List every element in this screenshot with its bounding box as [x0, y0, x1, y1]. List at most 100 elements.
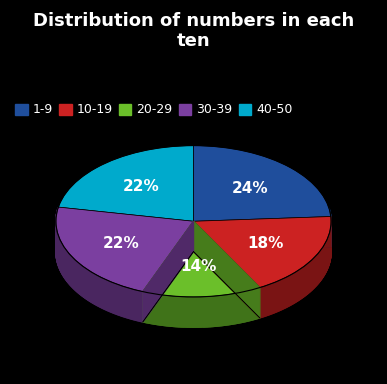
Polygon shape: [139, 291, 140, 321]
Polygon shape: [93, 273, 94, 304]
Polygon shape: [301, 268, 302, 299]
Polygon shape: [78, 263, 79, 293]
Polygon shape: [303, 266, 304, 297]
Polygon shape: [100, 277, 101, 308]
Polygon shape: [259, 288, 260, 318]
Polygon shape: [181, 297, 182, 327]
Polygon shape: [249, 290, 250, 321]
Polygon shape: [158, 295, 159, 325]
Polygon shape: [119, 285, 120, 316]
Polygon shape: [129, 288, 130, 319]
Polygon shape: [217, 296, 218, 326]
Polygon shape: [276, 281, 277, 312]
Polygon shape: [174, 296, 175, 326]
Polygon shape: [194, 221, 260, 318]
Polygon shape: [102, 278, 103, 309]
Polygon shape: [199, 297, 200, 327]
Polygon shape: [291, 274, 292, 305]
Polygon shape: [87, 269, 88, 300]
Polygon shape: [262, 286, 263, 317]
Polygon shape: [237, 293, 238, 323]
Polygon shape: [125, 287, 126, 318]
Polygon shape: [218, 296, 219, 326]
Ellipse shape: [56, 176, 331, 327]
Polygon shape: [165, 295, 166, 326]
Polygon shape: [170, 296, 171, 326]
Polygon shape: [139, 291, 140, 321]
Polygon shape: [201, 297, 202, 327]
Polygon shape: [244, 291, 245, 322]
Polygon shape: [114, 283, 115, 314]
Polygon shape: [265, 286, 266, 316]
Polygon shape: [81, 265, 82, 296]
Polygon shape: [263, 286, 264, 317]
Polygon shape: [286, 277, 287, 307]
Polygon shape: [126, 287, 127, 318]
Polygon shape: [292, 274, 293, 305]
Polygon shape: [201, 297, 202, 327]
Polygon shape: [86, 269, 87, 300]
Polygon shape: [175, 296, 176, 327]
Polygon shape: [295, 272, 296, 303]
Polygon shape: [300, 269, 301, 299]
Polygon shape: [169, 296, 170, 326]
Polygon shape: [238, 293, 239, 323]
Polygon shape: [86, 269, 87, 300]
Polygon shape: [277, 281, 278, 311]
Polygon shape: [212, 296, 213, 326]
Polygon shape: [301, 268, 302, 299]
Polygon shape: [251, 290, 252, 320]
Polygon shape: [250, 290, 251, 320]
Polygon shape: [289, 275, 290, 306]
Polygon shape: [310, 261, 311, 291]
Polygon shape: [252, 290, 253, 320]
Polygon shape: [94, 273, 95, 304]
Polygon shape: [171, 296, 172, 326]
Polygon shape: [106, 280, 107, 310]
Polygon shape: [123, 286, 124, 317]
Polygon shape: [256, 288, 257, 319]
Polygon shape: [285, 277, 286, 308]
Polygon shape: [254, 289, 255, 319]
Polygon shape: [122, 286, 123, 316]
Polygon shape: [225, 295, 226, 325]
Polygon shape: [224, 295, 225, 325]
Polygon shape: [194, 217, 331, 252]
Polygon shape: [257, 288, 258, 319]
Polygon shape: [73, 258, 74, 289]
Polygon shape: [118, 285, 119, 315]
Polygon shape: [299, 270, 300, 300]
Polygon shape: [111, 282, 112, 313]
Polygon shape: [240, 292, 241, 323]
Polygon shape: [143, 291, 144, 322]
Polygon shape: [166, 295, 167, 326]
Polygon shape: [79, 263, 80, 294]
Polygon shape: [284, 278, 285, 308]
Polygon shape: [113, 283, 114, 313]
Polygon shape: [146, 292, 147, 323]
Polygon shape: [234, 293, 235, 324]
Polygon shape: [273, 283, 274, 313]
Polygon shape: [246, 291, 247, 321]
Polygon shape: [228, 295, 229, 325]
Polygon shape: [211, 296, 212, 327]
Polygon shape: [69, 254, 70, 285]
Polygon shape: [168, 296, 169, 326]
Polygon shape: [263, 286, 264, 317]
Polygon shape: [270, 284, 271, 314]
Polygon shape: [109, 281, 110, 311]
Polygon shape: [143, 221, 194, 322]
Polygon shape: [274, 282, 275, 313]
Polygon shape: [143, 291, 144, 322]
Polygon shape: [230, 294, 231, 324]
Polygon shape: [218, 296, 219, 326]
Polygon shape: [225, 295, 226, 325]
Polygon shape: [240, 292, 241, 323]
Polygon shape: [196, 297, 197, 327]
Polygon shape: [298, 270, 299, 301]
Polygon shape: [89, 271, 90, 301]
Polygon shape: [189, 297, 190, 327]
Polygon shape: [108, 281, 109, 311]
Polygon shape: [278, 281, 279, 311]
Polygon shape: [156, 294, 157, 324]
